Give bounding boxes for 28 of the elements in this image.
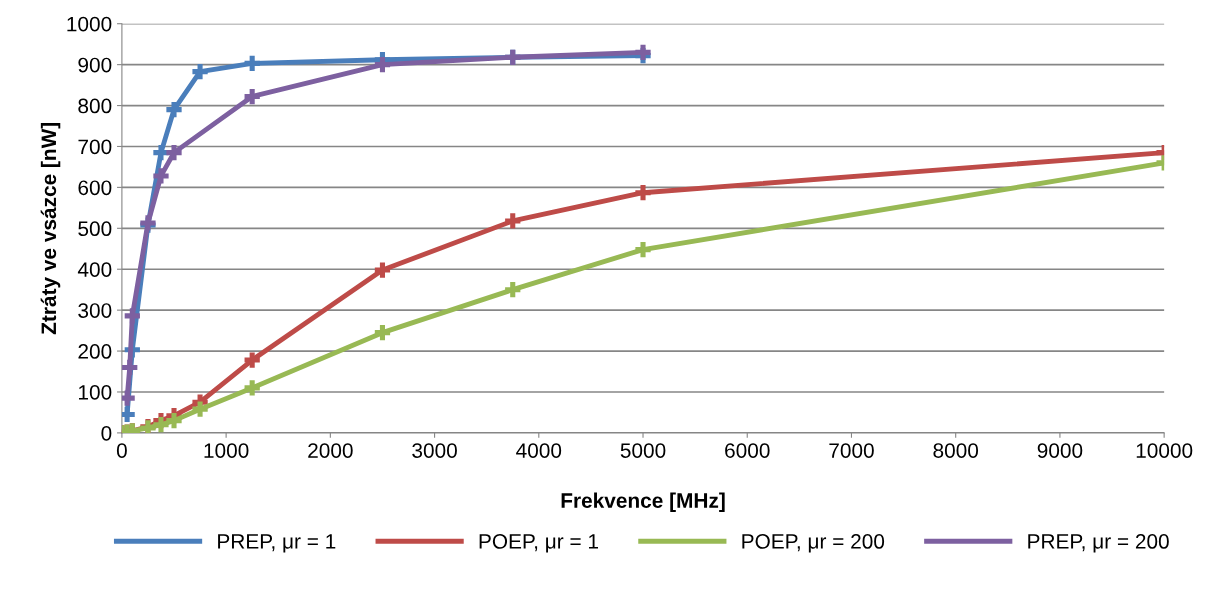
y-tick-label: 1000: [67, 16, 112, 32]
y-tick-label: 800: [78, 98, 112, 114]
x-tick-label: 3000: [412, 443, 457, 458]
y-tick-label: 0: [101, 425, 112, 441]
x-tick-label: 7000: [829, 443, 874, 458]
y-tick-label: 200: [78, 344, 112, 359]
y-tick-label: 900: [78, 57, 112, 73]
x-tick-label: 5000: [620, 443, 666, 458]
y-tick-label: 700: [78, 139, 112, 155]
y-tick-label: 500: [78, 221, 112, 237]
y-tick-label: 400: [77, 262, 112, 277]
x-tick-label: 6000: [725, 443, 770, 458]
x-tick-label: 4000: [516, 443, 562, 458]
y-tick-label: 100: [79, 384, 112, 400]
x-axis-title: Frekvence [MHz]: [561, 492, 725, 513]
legend-label: PREP, μr = 1: [218, 534, 336, 553]
x-tick-label: 8000: [933, 443, 979, 458]
x-tick-label: 10000: [1136, 443, 1193, 458]
x-tick-label: 1000: [204, 443, 249, 458]
x-tick-label: 9000: [1037, 443, 1083, 458]
x-tick-label: 0: [116, 443, 127, 458]
x-tick-label: 2000: [308, 443, 353, 458]
legend-label: POEP, μr = 200: [742, 534, 885, 553]
legend-label: POEP, μr = 1: [479, 534, 598, 553]
y-tick-label: 300: [78, 303, 112, 318]
y-axis-title: Ztráty ve vsázce [nW]: [40, 122, 61, 335]
legend-label: PREP, μr = 200: [1028, 534, 1169, 553]
y-tick-label: 600: [78, 180, 112, 196]
